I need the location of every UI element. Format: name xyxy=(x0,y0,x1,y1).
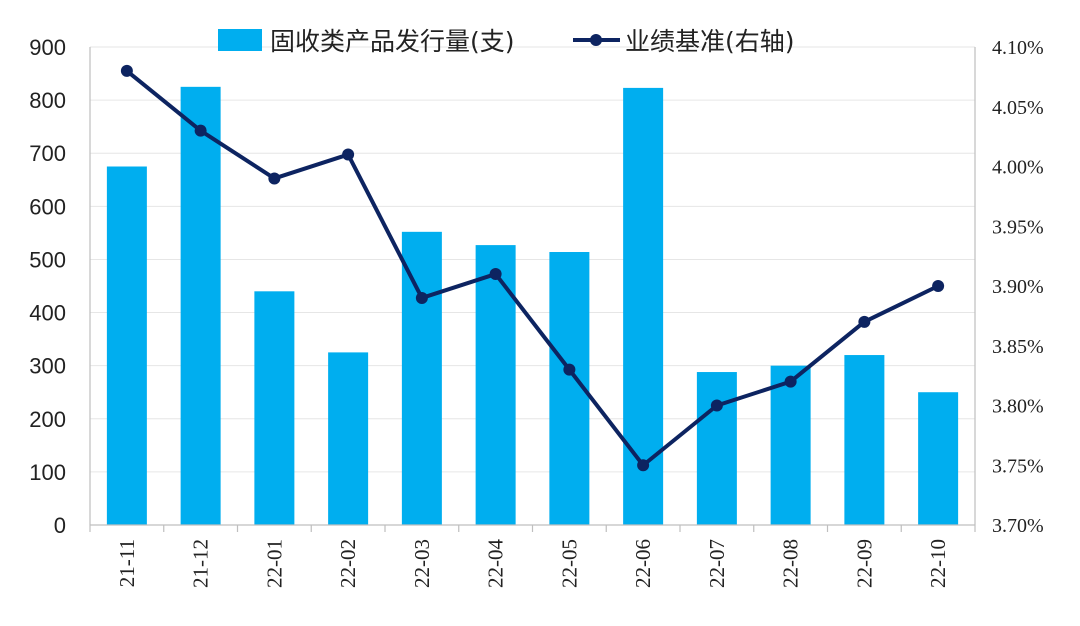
right-tick-label: 4.05% xyxy=(992,97,1044,119)
bar xyxy=(770,365,811,525)
x-tick-label: 22-07 xyxy=(705,539,729,588)
left-axis-ticks: 0 100 200 300 400 500 600 700 800 900 xyxy=(29,35,66,538)
bar xyxy=(475,245,516,526)
line-point xyxy=(932,280,945,292)
right-tick-label: 4.10% xyxy=(992,37,1044,59)
line-point xyxy=(637,459,650,472)
left-tick-label: 600 xyxy=(29,194,66,219)
x-tick-label: 21-12 xyxy=(189,539,213,588)
legend-line-marker xyxy=(590,34,602,46)
line-point xyxy=(710,399,723,412)
line-point xyxy=(784,375,797,388)
x-tick-label: 22-06 xyxy=(631,539,655,588)
left-tick-label: 700 xyxy=(29,141,66,166)
line-point xyxy=(563,363,576,376)
left-tick-label: 100 xyxy=(29,460,66,485)
x-tick-label: 22-10 xyxy=(926,539,950,588)
right-tick-label: 3.85% xyxy=(992,336,1044,358)
legend-bar-swatch xyxy=(218,29,262,51)
left-tick-label: 200 xyxy=(29,407,66,432)
legend-bar-label: 固收类产品发行量(支) xyxy=(270,27,515,56)
line-point xyxy=(268,172,281,185)
bar xyxy=(844,355,885,525)
bar xyxy=(180,86,221,525)
line-point xyxy=(489,268,502,281)
legend-line-label: 业绩基准(右轴) xyxy=(625,27,795,56)
left-tick-label: 500 xyxy=(29,247,66,272)
right-tick-label: 4.00% xyxy=(992,157,1044,179)
legend: 固收类产品发行量(支) 业绩基准(右轴) xyxy=(218,27,795,56)
x-tick-label: 22-09 xyxy=(852,539,876,588)
left-tick-label: 300 xyxy=(29,354,66,379)
bar xyxy=(696,372,737,525)
right-tick-label: 3.80% xyxy=(992,396,1044,418)
line-point xyxy=(194,124,207,137)
bar xyxy=(401,231,442,525)
bar-series xyxy=(106,86,959,526)
x-tick-label: 22-02 xyxy=(336,539,360,588)
x-tick-label: 22-03 xyxy=(410,539,434,588)
bar xyxy=(328,352,369,525)
gridlines xyxy=(90,46,975,473)
line-point xyxy=(858,315,871,328)
left-tick-label: 900 xyxy=(29,35,66,60)
right-tick-label: 3.70% xyxy=(992,515,1044,537)
x-tick-label: 22-05 xyxy=(557,539,581,588)
x-axis-ticks: 21-11 21-12 22-01 22-02 22-03 22-04 22-05 22-06… xyxy=(115,539,950,588)
line-series xyxy=(120,64,945,472)
x-tick-label: 21-11 xyxy=(115,539,139,587)
line-point xyxy=(120,64,133,77)
right-axis-ticks: 3.70% 3.75% 3.80% 3.85% 3.90% 3.95% 4.00% 4.05%… xyxy=(992,37,1044,537)
line-path xyxy=(125,69,939,468)
line-point xyxy=(342,148,355,161)
line-point xyxy=(415,291,428,304)
x-tick-label: 22-04 xyxy=(484,539,508,588)
left-tick-label: 0 xyxy=(54,513,66,538)
right-tick-label: 3.90% xyxy=(992,276,1044,298)
right-tick-label: 3.75% xyxy=(992,455,1044,477)
x-tick-label: 22-08 xyxy=(779,539,803,588)
left-tick-label: 400 xyxy=(29,301,66,326)
axes xyxy=(89,47,976,532)
bar xyxy=(254,291,295,525)
bar xyxy=(106,166,147,525)
right-tick-label: 3.95% xyxy=(992,216,1044,238)
x-tick-label: 22-01 xyxy=(262,539,286,588)
left-tick-label: 800 xyxy=(29,88,66,113)
bar xyxy=(918,392,959,525)
